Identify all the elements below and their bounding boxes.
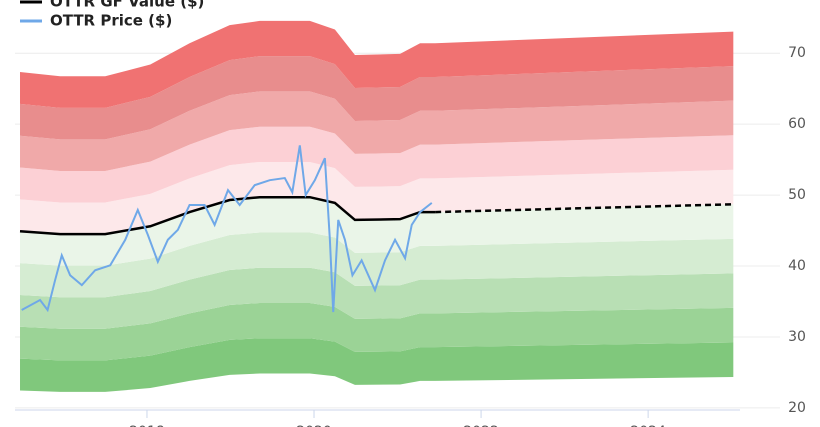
valuation-band	[20, 302, 734, 361]
valuation-band	[20, 91, 734, 171]
valuation-band	[20, 267, 734, 329]
x-tick-label: 2024	[630, 424, 666, 427]
y-tick-label: 50	[788, 187, 806, 203]
valuation-band	[20, 197, 734, 266]
y-tick-label: 70	[788, 45, 806, 61]
valuation-band	[20, 56, 734, 140]
legend-label: OTTR GF Value ($)	[50, 0, 204, 11]
y-tick-label: 40	[788, 258, 806, 274]
series-line	[21, 145, 433, 313]
valuation-band	[20, 338, 734, 392]
valuation-band	[20, 161, 734, 235]
valuation-band	[20, 20, 734, 108]
valuation-band	[20, 232, 734, 298]
legend: OTTR GF Value ($) OTTR Price ($)	[20, 0, 204, 30]
series-line	[19, 195, 436, 236]
x-tick-label: 2020	[296, 424, 332, 427]
x-tick-label: 2018	[129, 424, 165, 427]
x-tick-label: 2022	[463, 424, 499, 427]
y-tick-label: 60	[788, 116, 806, 132]
valuation-band	[20, 126, 734, 203]
y-tick-label: 30	[788, 329, 806, 345]
plot	[15, 20, 780, 418]
legend-label: OTTR Price ($)	[50, 12, 172, 30]
y-tick-label: 20	[788, 400, 806, 416]
